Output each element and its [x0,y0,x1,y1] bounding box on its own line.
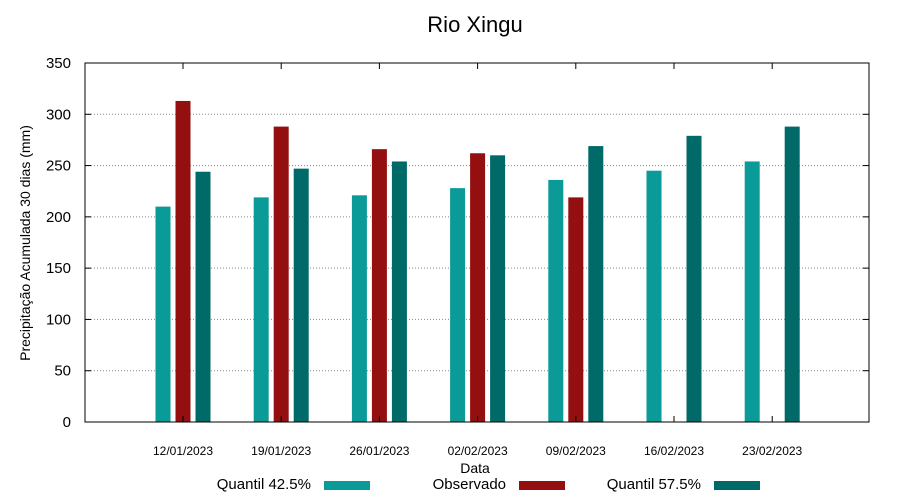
y-tick-label: 50 [54,363,71,380]
bar-quantil-57-5--1 [293,168,309,422]
bar-quantil-42-5--1 [253,197,269,422]
x-axis-label: Data [460,460,490,476]
legend-swatch [714,481,760,490]
legend-swatch [324,481,370,490]
x-tick-label: 19/01/2023 [251,444,311,458]
bars [155,100,800,423]
bar-observado-0 [175,100,191,423]
bar-quantil-42-5--3 [450,188,466,422]
y-tick-label: 350 [46,55,71,72]
y-tick-label: 150 [46,260,71,277]
x-tick-label: 02/02/2023 [448,444,508,458]
plot-frame [84,62,870,423]
bar-quantil-42-5--0 [155,206,171,422]
x-tick-label: 09/02/2023 [546,444,606,458]
y-tick-label: 0 [63,414,71,431]
bar-quantil-57-5--5 [686,135,702,422]
legend-label: Observado [433,476,506,493]
bar-quantil-42-5--6 [744,161,760,422]
bar-observado-4 [568,197,584,422]
bar-quantil-42-5--2 [351,195,367,422]
y-tick-label: 200 [46,209,71,226]
legend-label: Quantil 57.5% [607,476,701,493]
legend-label: Quantil 42.5% [217,476,311,493]
legend-swatch [519,481,565,490]
x-axis-ticks: 12/01/2023 19/01/2023 26/01/2023 02/02/2023… [153,63,803,458]
y-axis-ticks: 0 50 100 150 200 250 300 350 [46,55,869,431]
bar-observado-1 [273,126,289,422]
y-tick-label: 300 [46,106,71,123]
legend: Quantil 42.5% Observado Quantil 57.5% [217,476,760,493]
bar-quantil-57-5--3 [490,155,506,423]
bar-observado-3 [470,153,486,422]
x-tick-label: 16/02/2023 [644,444,704,458]
x-tick-label: 23/02/2023 [742,444,802,458]
bar-quantil-42-5--4 [548,179,564,422]
x-tick-label: 26/01/2023 [349,444,409,458]
y-tick-label: 250 [46,158,71,175]
y-tick-label: 100 [46,311,71,328]
y-axis-label: Precipitação Acumulada 30 dias (mm) [17,125,33,361]
bar-quantil-57-5--4 [588,146,604,422]
bar-quantil-57-5--2 [391,161,407,422]
bar-quantil-42-5--5 [646,170,662,422]
bar-observado-2 [371,149,387,422]
chart-title: Rio Xingu [427,12,522,37]
x-tick-label: 12/01/2023 [153,444,213,458]
bar-quantil-57-5--6 [784,126,800,422]
bar-quantil-57-5--0 [195,171,211,422]
